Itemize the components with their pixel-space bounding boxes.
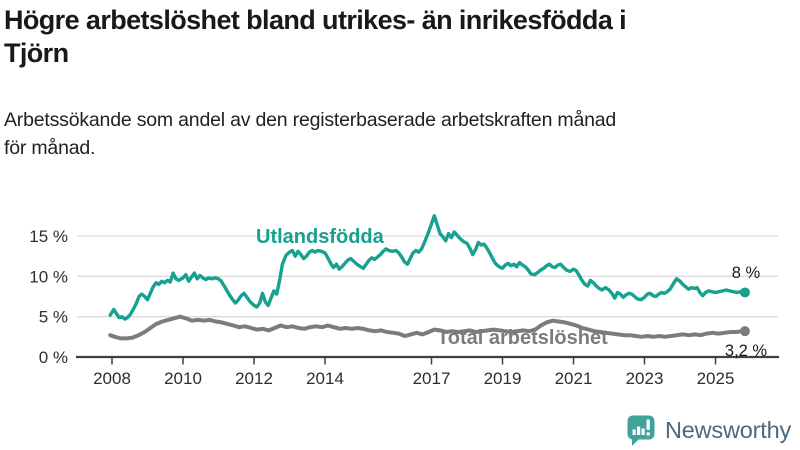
- series-label-total: Total arbetslöshet: [437, 327, 608, 349]
- x-tick-label-2010: 2010: [164, 369, 202, 388]
- x-tick-label-2021: 2021: [555, 369, 593, 388]
- title-line-1: Högre arbetslöshet bland utrikes- än inr…: [4, 5, 627, 35]
- end-dot-utlandsfodda: [739, 287, 750, 298]
- logo-exclamation-bar: [646, 419, 650, 430]
- y-tick-label-10: 10 %: [29, 267, 68, 286]
- series-label-utlandsfodda: Utlandsfödda: [256, 226, 385, 248]
- y-tick-label-5: 5 %: [39, 308, 68, 327]
- logo-bar-2: [637, 426, 641, 435]
- logo-bar-3: [641, 428, 645, 435]
- x-tick-label-2012: 2012: [235, 369, 273, 388]
- y-tick-label-0: 0 %: [39, 348, 68, 367]
- page-title: Högre arbetslöshet bland utrikes- än inr…: [4, 4, 774, 70]
- end-value-label-total: 3,2 %: [725, 342, 768, 360]
- newsworthy-icon: [627, 415, 655, 446]
- x-tick-label-2017: 2017: [413, 369, 451, 388]
- chart-line-utlandsfodda: [108, 214, 747, 321]
- title-line-2: Tjörn: [4, 38, 69, 68]
- subtitle-line-2: för månad.: [4, 137, 96, 159]
- x-tick-label-2019: 2019: [484, 369, 522, 388]
- chart-subtitle: Arbetssökande som andel av den registerb…: [4, 106, 774, 162]
- x-tick-label-2023: 2023: [626, 369, 664, 388]
- newsworthy-wordmark: Newsworthy: [665, 416, 791, 443]
- logo-bubble-tail: [632, 438, 641, 446]
- end-dot-total: [739, 326, 750, 337]
- x-tick-label-2014: 2014: [306, 369, 344, 388]
- y-tick-label-15: 15 %: [29, 227, 68, 246]
- unemployment-line-chart: 2008 2010 2012 2014 2017 2019 2021 2023 2025 0 % 5…: [29, 214, 779, 388]
- subtitle-line-1: Arbetssökande som andel av den registerb…: [4, 109, 617, 131]
- x-tick-label-2025: 2025: [697, 369, 735, 388]
- logo-bubble: [627, 415, 655, 440]
- newsworthy-logo: Newsworthy: [626, 414, 791, 446]
- end-value-label-utlandsfodda: 8 %: [732, 264, 761, 282]
- chart-line-total: [108, 314, 747, 341]
- x-tick-label-2008: 2008: [93, 369, 131, 388]
- logo-bar-1: [632, 429, 636, 435]
- logo-exclamation-dot: [646, 432, 650, 436]
